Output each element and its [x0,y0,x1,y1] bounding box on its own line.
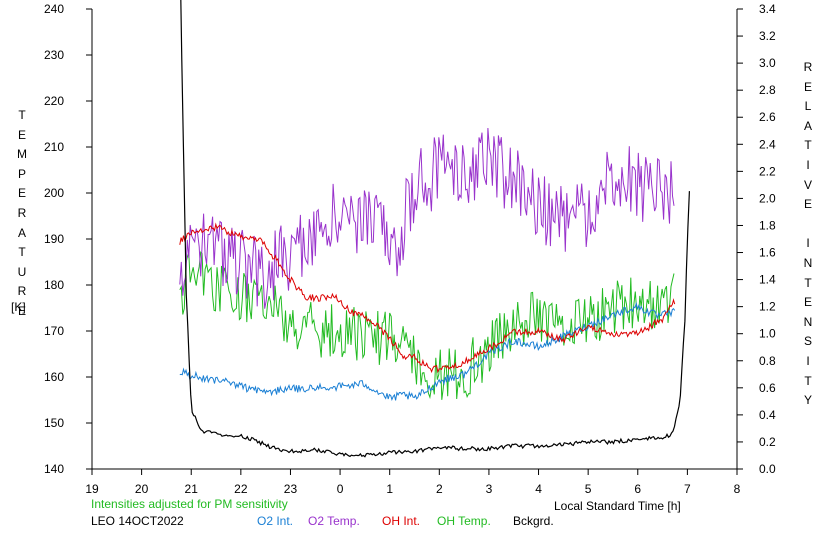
right-tick-label: 3.0 [759,56,776,70]
legend-bckgrd: Bckgrd. [513,514,554,528]
right-tick-label: 0.0 [759,462,776,476]
right-tick-label: 2.6 [759,110,776,124]
x-tick-label: 3 [486,482,493,496]
x-axis-title: Local Standard Time [h] [554,499,681,513]
right-tick-label: 0.4 [759,408,776,422]
axis-title-letter: S [803,334,812,349]
series-oh-int [179,222,676,374]
x-tick-label: 0 [337,482,344,496]
axis-title-letter: I [806,157,810,172]
axis-title-letter: E [17,186,26,201]
axis-title-letter: T [804,275,812,290]
series-o2-int [179,301,676,401]
left-tick-label: 170 [44,324,64,338]
x-tick-label: 7 [684,482,691,496]
plot-lines [179,0,690,458]
right-tick-label: 2.0 [759,191,776,205]
axis-title-letter: E [17,303,26,318]
left-axis-unit: [K] [11,300,26,314]
legend-o2-int: O2 Int. [257,514,294,528]
left-tick-label: 190 [44,232,64,246]
series-oh-temp [179,251,675,400]
axis-title-letter: L [804,99,812,114]
right-tick-label: 3.2 [759,29,776,43]
right-tick-label: 1.4 [759,273,776,287]
left-tick-label: 160 [44,370,64,384]
right-tick-label: 1.8 [759,218,776,232]
axis-title-letter: R [17,284,27,299]
left-tick-label: 180 [44,278,64,292]
x-tick-label: 22 [234,482,248,496]
axis-title-letter: R [803,60,813,74]
x-tick-label: 1 [386,482,393,496]
axis-title-letter: E [803,295,812,310]
axis-title-letter: V [803,177,812,192]
ticks: 1401501601701801902002102202302400.00.20… [44,2,776,496]
left-tick-label: 150 [44,416,64,430]
left-tick-label: 140 [44,462,64,476]
left-tick-label: 200 [44,186,64,200]
x-tick-label: 6 [634,482,641,496]
right-tick-label: 2.8 [759,83,776,97]
x-tick-label: 5 [585,482,592,496]
left-tick-label: 230 [44,48,64,62]
x-tick-label: 8 [734,482,741,496]
legend-oh-int: OH Int. [382,514,421,528]
right-tick-label: 1.0 [759,327,776,341]
right-tick-label: 1.2 [759,300,776,314]
legend-o2-temp: O2 Temp. [308,514,360,528]
station-date-label: LEO 14OCT2022 [91,514,184,528]
axis-title-letter: E [803,79,812,94]
legend-oh-temp: OH Temp. [437,514,491,528]
axis-title-letter: T [18,245,26,260]
axis-title-letter: A [803,118,812,133]
axis-title-letter: T [804,373,812,388]
right-tick-label: 1.6 [759,246,776,260]
series-o2-temp [179,127,675,309]
axis-title-letter: U [17,264,27,279]
axis-title-letter: M [17,147,27,162]
x-tick-label: 2 [436,482,443,496]
axis-title-letter: I [806,236,810,251]
axis-title-letter: T [18,108,26,122]
axis-title-letter: P [17,166,26,181]
right-tick-label: 0.2 [759,435,776,449]
right-tick-label: 0.8 [759,354,776,368]
left-tick-label: 220 [44,94,64,108]
left-tick-label: 240 [44,2,64,16]
axis-title-letter: Y [803,393,812,408]
left-tick-label: 210 [44,140,64,154]
x-tick-label: 19 [85,482,99,496]
axis-title-letter: A [17,225,26,240]
x-tick-label: 4 [535,482,542,496]
axis-title-letter: I [806,353,810,368]
axis-title-letter [801,215,815,235]
right-tick-label: 2.2 [759,164,776,178]
series-bckgrd [180,0,690,458]
right-tick-label: 2.4 [759,137,776,151]
axis-title-letter: R [17,205,27,220]
axis-title-letter: E [17,127,26,142]
right-tick-label: 3.4 [759,2,776,16]
pm-sensitivity-note: Intensities adjusted for PM sensitivity [91,497,288,511]
axis-title-letter: E [803,197,812,212]
x-tick-label: 21 [185,482,199,496]
axis-title-letter: N [803,255,813,270]
x-tick-label: 20 [135,482,149,496]
axis-title-letter: N [803,314,813,329]
right-tick-label: 0.6 [759,381,776,395]
x-tick-label: 23 [284,482,298,496]
axis-title-letter: T [804,138,812,153]
